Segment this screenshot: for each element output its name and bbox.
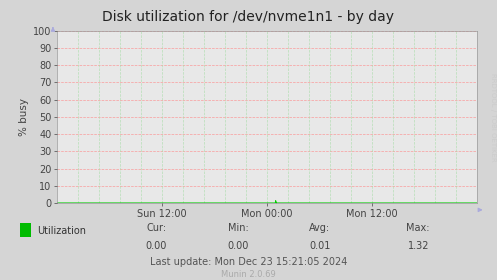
Text: 0.01: 0.01 (309, 241, 331, 251)
Text: Utilization: Utilization (37, 226, 86, 236)
Text: Munin 2.0.69: Munin 2.0.69 (221, 270, 276, 279)
Text: 0.00: 0.00 (227, 241, 248, 251)
Text: 0.00: 0.00 (145, 241, 166, 251)
Text: 1.32: 1.32 (409, 241, 430, 251)
Text: Min:: Min: (228, 223, 248, 233)
Y-axis label: % busy: % busy (19, 98, 29, 136)
Text: Disk utilization for /dev/nvme1n1 - by day: Disk utilization for /dev/nvme1n1 - by d… (102, 10, 395, 24)
Text: Avg:: Avg: (309, 223, 331, 233)
Text: Last update: Mon Dec 23 15:21:05 2024: Last update: Mon Dec 23 15:21:05 2024 (150, 256, 347, 267)
Text: Max:: Max: (407, 223, 430, 233)
Text: RRDTOOL / TOBI OETIKER: RRDTOOL / TOBI OETIKER (490, 73, 496, 162)
Text: Cur:: Cur: (147, 223, 166, 233)
